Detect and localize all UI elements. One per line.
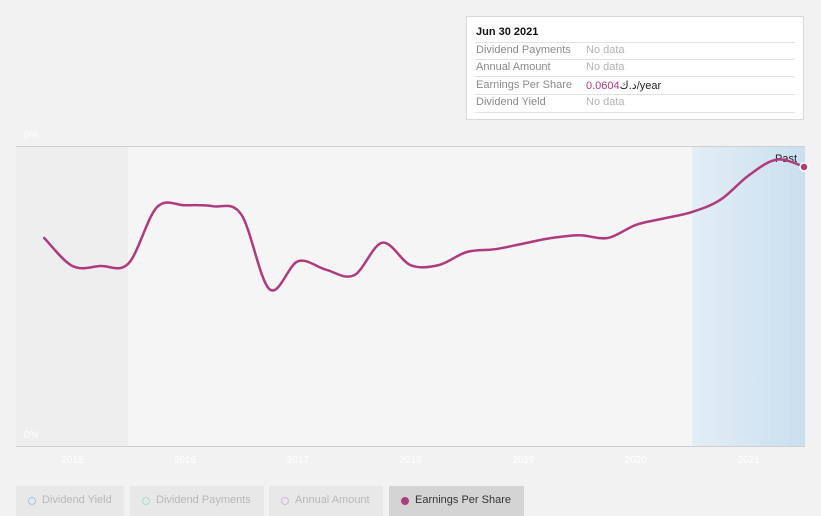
legend-dividend-yield[interactable]: Dividend Yield xyxy=(16,486,124,516)
tooltip-divider xyxy=(475,59,795,60)
plot-band-left xyxy=(16,146,128,446)
tooltip-row-annual-amount: Annual Amount No data xyxy=(476,59,795,76)
eps-last-point[interactable] xyxy=(799,162,809,172)
legend-dot-icon xyxy=(142,497,150,505)
legend-label: Annual Amount xyxy=(295,494,370,506)
tooltip-date: Jun 30 2021 xyxy=(476,26,539,38)
tooltip-row-dividend-payments: Dividend Payments No data xyxy=(476,42,795,59)
x-tick-label: 2017 xyxy=(287,455,310,466)
tooltip-divider xyxy=(475,94,795,95)
x-tick-label: 2016 xyxy=(174,455,197,466)
tooltip-divider xyxy=(475,112,795,113)
past-region xyxy=(692,146,805,446)
tooltip-value: 0.0604د.ك/year xyxy=(586,79,661,92)
legend-dot-icon xyxy=(401,497,409,505)
legend-label: Dividend Payments xyxy=(156,494,251,506)
plot-background xyxy=(16,146,805,446)
tooltip-value: No data xyxy=(586,61,625,73)
tooltip-value: No data xyxy=(586,96,625,108)
tooltip-value: No data xyxy=(586,44,625,56)
legend-label: Dividend Yield xyxy=(42,494,112,506)
y-axis-top-label: 0% xyxy=(24,130,39,141)
tooltip-row-dividend-yield: Dividend Yield No data xyxy=(476,94,795,111)
x-tick-label: 2019 xyxy=(512,455,535,466)
eps-value-number: 0.0604 xyxy=(586,80,620,92)
legend-label: Earnings Per Share xyxy=(415,494,511,506)
legend-dot-icon xyxy=(281,497,289,505)
legend-dot-icon xyxy=(28,497,36,505)
tooltip-label: Earnings Per Share xyxy=(476,79,572,91)
legend-earnings-per-share[interactable]: Earnings Per Share xyxy=(389,486,524,516)
eps-series-line xyxy=(42,158,807,292)
legend-annual-amount[interactable]: Annual Amount xyxy=(269,486,383,516)
x-tick-label: 2021 xyxy=(738,455,761,466)
eps-value-unit: د.ك/year xyxy=(619,80,662,92)
x-axis-ticks: 2015 2016 2017 2018 2019 2020 2021 xyxy=(61,455,760,466)
y-axis-bottom-label: 0% xyxy=(24,430,39,441)
legend-dividend-payments[interactable]: Dividend Payments xyxy=(130,486,264,516)
tooltip-row-eps: Earnings Per Share 0.0604د.ك/year xyxy=(476,77,795,94)
x-tick-label: 2020 xyxy=(625,455,648,466)
tooltip: Jun 30 2021 Dividend Payments No data An… xyxy=(466,16,804,120)
tooltip-divider xyxy=(475,76,795,77)
tooltip-label: Annual Amount xyxy=(476,61,551,73)
x-tick-label: 2015 xyxy=(61,455,84,466)
x-tick-label: 2018 xyxy=(399,455,422,466)
tooltip-label: Dividend Yield xyxy=(476,96,546,108)
tooltip-divider xyxy=(475,42,795,43)
tooltip-label: Dividend Payments xyxy=(476,44,571,56)
